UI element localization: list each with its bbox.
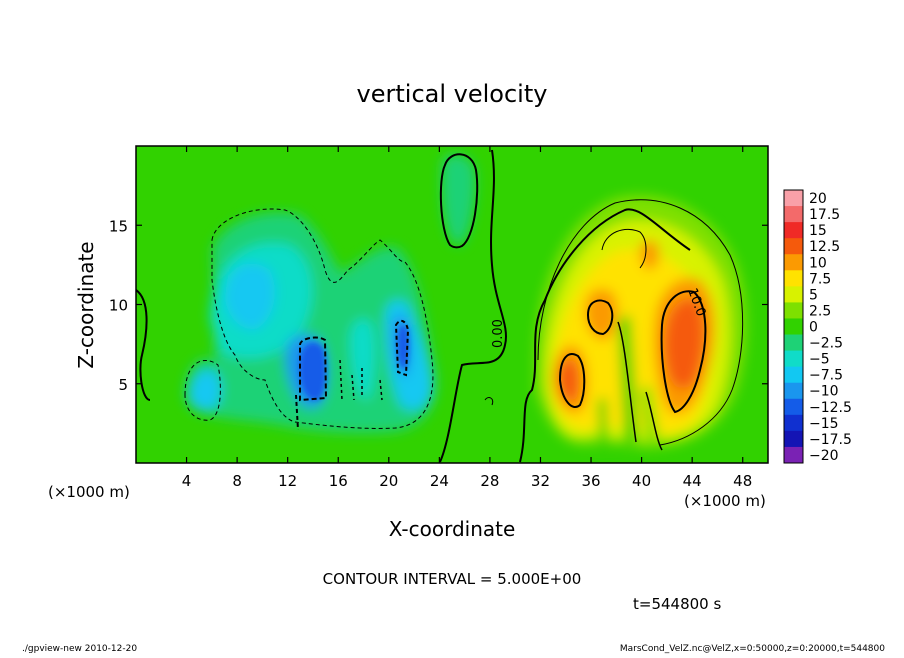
colorbar-swatch (784, 398, 803, 416)
time-stamp: t=544800 s (633, 595, 721, 613)
colorbar-label: 12.5 (809, 239, 840, 255)
colorbar-swatch (784, 318, 803, 336)
colorbar-swatch (784, 446, 803, 464)
x-tick-label: 44 (683, 472, 702, 490)
colorbar-swatch (784, 270, 803, 287)
x-tick-label: 24 (430, 472, 449, 490)
colorbar-swatch (784, 366, 803, 384)
x-axis-label: X-coordinate (389, 517, 516, 541)
y-tick-label: 15 (109, 217, 128, 235)
colorbar-swatch (784, 190, 803, 207)
colorbar-label: 0 (809, 320, 818, 336)
colorbar-label: −10 (809, 384, 839, 400)
colorbar-swatch (784, 238, 803, 255)
contour-interval-text: CONTOUR INTERVAL = 5.000E+00 (323, 570, 582, 588)
x-tick-label: 40 (632, 472, 651, 490)
colorbar-label: −7.5 (809, 368, 843, 384)
colorbar-swatch (784, 206, 803, 223)
footer-right: MarsCond_VelZ.nc@VelZ,x=0:50000,z=0:2000… (620, 644, 885, 654)
y-axis: 5 10 15 (109, 217, 768, 394)
x-tick-label: 12 (278, 472, 297, 490)
y-tick-label: 10 (109, 297, 128, 315)
colorbar-label: 2.5 (809, 303, 831, 319)
colorbar-swatch (784, 414, 803, 432)
x-axis: 4 8 12 16 20 24 28 32 36 40 44 48 (182, 146, 752, 490)
footer-left: ./gpview-new 2010-12-20 (22, 644, 137, 654)
x-unit-right: (×1000 m) (684, 492, 766, 510)
colorbar-label: −20 (809, 448, 839, 464)
y-tick-label: 5 (118, 376, 128, 394)
colorbar-frame (783, 189, 804, 464)
x-tick-label: 4 (182, 472, 192, 490)
colorbar: 2017.51512.5107.552.50−2.5−5−7.5−10−12.5… (783, 189, 852, 464)
colorbar-label: −12.5 (809, 400, 852, 416)
colorbar-label: 15 (809, 223, 827, 239)
colorbar-swatch (784, 350, 803, 368)
x-tick-label: 36 (581, 472, 600, 490)
colorbar-label: −2.5 (809, 336, 843, 352)
colorbar-label: 10 (809, 255, 827, 271)
x-tick-label: 20 (379, 472, 398, 490)
colorbar-swatch (784, 382, 803, 400)
chart-title: vertical velocity (357, 80, 548, 108)
colorbar-swatch (784, 302, 803, 319)
heatmap-field: 0.00 10.0 (136, 146, 768, 463)
colorbar-label: −15 (809, 416, 839, 432)
x-tick-label: 28 (480, 472, 499, 490)
colorbar-swatch (784, 334, 803, 352)
colorbar-label: 7.5 (809, 271, 831, 287)
colorbar-swatch (784, 286, 803, 303)
contour-lines (136, 149, 744, 463)
x-tick-label: 32 (531, 472, 550, 490)
colorbar-label: −17.5 (809, 432, 852, 448)
x-unit-left: (×1000 m) (48, 483, 130, 501)
colorbar-label: 5 (809, 287, 818, 303)
colorbar-label: −5 (809, 352, 830, 368)
colorbar-label: 20 (809, 191, 827, 207)
y-axis-label: Z-coordinate (74, 241, 98, 368)
x-tick-label: 48 (733, 472, 752, 490)
x-tick-label: 8 (232, 472, 242, 490)
colorbar-label: 17.5 (809, 207, 840, 223)
contour-label-zero: 0.00 (491, 319, 506, 348)
colorbar-swatch (784, 254, 803, 271)
colorbar-swatch (784, 430, 803, 448)
x-tick-label: 16 (329, 472, 348, 490)
colorbar-swatch (784, 222, 803, 239)
